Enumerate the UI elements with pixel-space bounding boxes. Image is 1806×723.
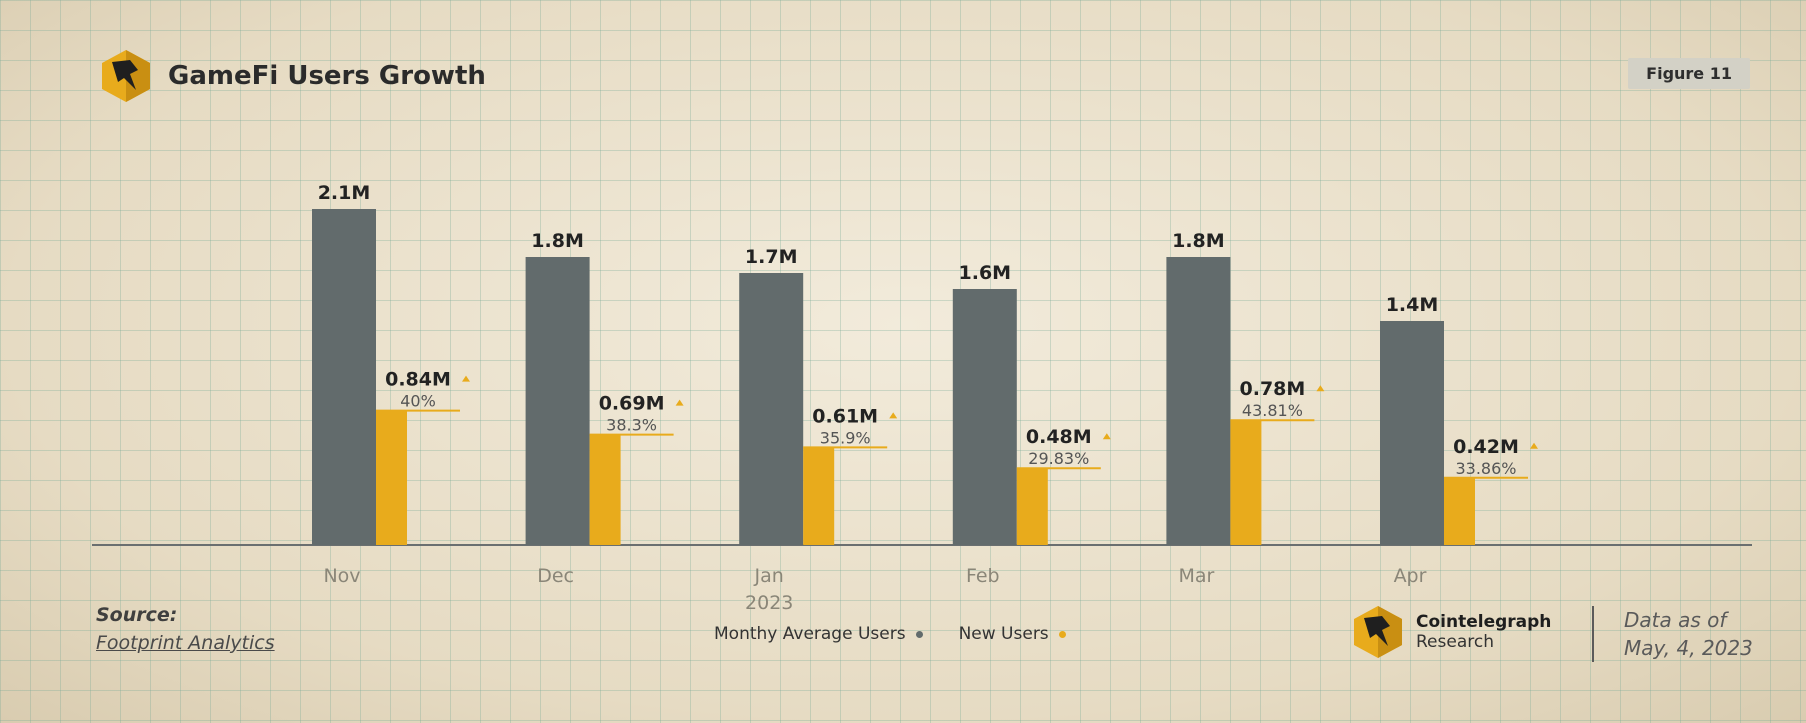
brand-logo-icon xyxy=(1354,606,1402,658)
tick-apr: Apr xyxy=(1394,565,1427,587)
up-arrow-icon xyxy=(462,375,470,382)
up-arrow-icon xyxy=(1102,433,1111,440)
label-new-dec: 0.69M xyxy=(599,393,665,415)
brand-sub: Research xyxy=(1416,632,1494,652)
legend-dot-new-users-icon xyxy=(1058,630,1066,638)
bar-new-dec xyxy=(589,434,621,545)
footer-divider xyxy=(1592,606,1594,662)
bar-new-feb xyxy=(1016,468,1048,545)
brand-name: Cointelegraph xyxy=(1416,612,1552,632)
up-arrow-icon xyxy=(1316,385,1325,392)
bar-monthly-mar xyxy=(1166,257,1231,545)
asof-line-2: May, 4, 2023 xyxy=(1624,636,1753,660)
label-monthly-feb: 1.6M xyxy=(959,262,1012,284)
brand-block: Cointelegraph Research xyxy=(1352,604,1551,660)
source-label: Source: xyxy=(96,604,178,626)
bar-monthly-apr xyxy=(1380,321,1444,545)
tick-nov: Nov xyxy=(323,565,360,587)
up-arrow-icon xyxy=(1530,442,1538,449)
legend-dot-monthly-icon xyxy=(915,630,923,638)
share-new-feb: 29.83% xyxy=(1028,449,1089,468)
tick-sub-jan: 2023 xyxy=(745,592,793,614)
label-new-jan: 0.61M xyxy=(812,405,878,427)
up-arrow-icon xyxy=(889,412,898,419)
data-as-of: Data as of May, 4, 2023 xyxy=(1624,606,1753,662)
label-new-feb: 0.48M xyxy=(1026,426,1092,448)
label-monthly-apr: 1.4M xyxy=(1386,294,1439,316)
figure-label: Figure 11 xyxy=(1628,58,1750,89)
source-link[interactable]: Footprint Analytics xyxy=(96,632,275,654)
label-monthly-jan: 1.7M xyxy=(745,246,798,268)
bar-monthly-jan xyxy=(739,273,804,545)
share-new-apr: 33.86% xyxy=(1455,459,1516,478)
bar-new-mar xyxy=(1230,420,1262,545)
bar-monthly-nov xyxy=(312,209,376,545)
label-new-nov: 0.84M xyxy=(385,369,451,391)
bar-new-jan xyxy=(803,447,835,545)
bar-new-apr xyxy=(1444,477,1475,545)
tick-feb: Feb xyxy=(966,565,1000,587)
bar-monthly-dec xyxy=(525,257,590,545)
label-monthly-nov: 2.1M xyxy=(318,182,371,204)
legend-label-monthly: Monthy Average Users xyxy=(714,624,906,644)
chart-legend: Monthy Average Users New Users xyxy=(714,624,1066,644)
tick-jan: Jan xyxy=(754,565,784,587)
label-monthly-dec: 1.8M xyxy=(531,230,584,252)
share-new-nov: 40% xyxy=(400,392,436,411)
legend-label-new-users: New Users xyxy=(958,624,1049,644)
label-new-apr: 0.42M xyxy=(1453,436,1519,458)
share-new-mar: 43.81% xyxy=(1242,401,1303,420)
chart-title: GameFi Users Growth xyxy=(168,61,486,91)
tick-mar: Mar xyxy=(1178,565,1214,587)
label-monthly-mar: 1.8M xyxy=(1172,230,1225,252)
tick-dec: Dec xyxy=(537,565,574,587)
up-arrow-icon xyxy=(675,399,684,406)
legend-item-monthly: Monthy Average Users xyxy=(714,624,923,644)
share-new-dec: 38.3% xyxy=(606,416,657,435)
cointelegraph-logo-icon xyxy=(102,50,150,102)
bar-monthly-feb xyxy=(952,289,1017,545)
legend-item-new-users: New Users xyxy=(959,624,1066,644)
source-note: Source: Footprint Analytics xyxy=(96,604,275,654)
chart-header: GameFi Users Growth xyxy=(100,48,486,104)
bar-new-nov xyxy=(376,410,407,545)
label-new-mar: 0.78M xyxy=(1240,378,1306,400)
asof-line-1: Data as of xyxy=(1624,608,1727,632)
share-new-jan: 35.9% xyxy=(820,428,871,447)
